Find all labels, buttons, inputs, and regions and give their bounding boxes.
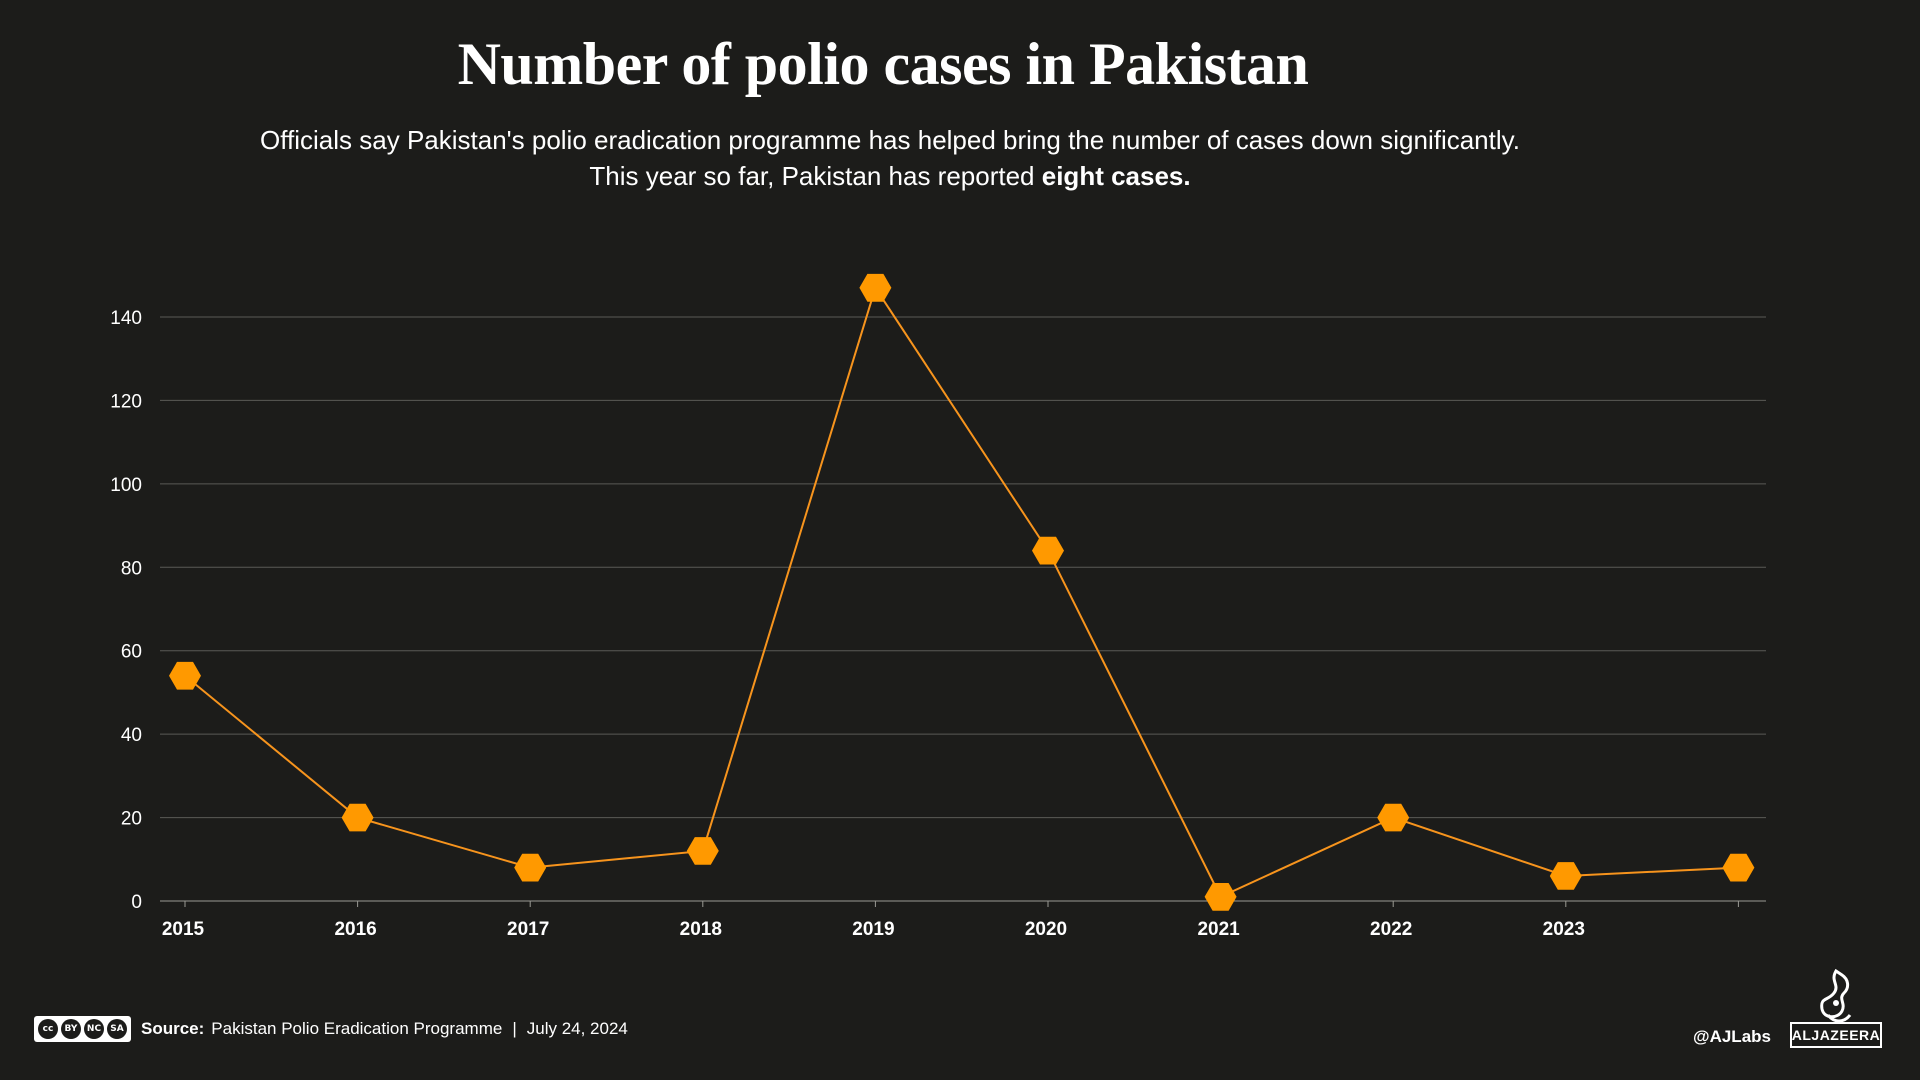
data-point-marker [1377,803,1410,832]
data-point-marker [1722,853,1755,882]
data-point-marker [1549,862,1582,890]
data-point-marker [859,273,892,302]
sa-icon: SA [107,1019,127,1039]
creative-commons-license-icon[interactable]: cc BY NC SA [34,1016,131,1042]
data-point-marker [686,837,719,865]
y-tick-label: 80 [121,558,142,579]
x-tick-label: 2017 [507,919,549,940]
subtitle-line-2-prefix: This year so far, Pakistan has reported [589,161,1035,191]
source-label: Source: [141,1019,205,1038]
data-point-marker [514,853,547,882]
al-jazeera-calligraphy-icon [1820,968,1852,1023]
y-tick-label: 60 [121,642,142,663]
subtitle-line-2: This year so far, Pakistan has reported … [0,158,1780,194]
x-axis: 2015 2016 2017 2018 2019 2020 2021 2022 2023 [162,901,1739,940]
al-jazeera-logo[interactable]: ALJAZEERA [1790,1022,1882,1048]
source-date: July 24, 2024 [526,1019,628,1038]
nc-icon: NC [84,1019,104,1039]
data-point-marker [341,803,374,832]
subtitle-highlight: eight cases. [1041,161,1191,191]
y-tick-label: 40 [121,725,142,746]
data-point-marker [1032,536,1064,565]
data-point-marker [1204,883,1237,911]
y-tick-label: 140 [110,308,142,329]
x-tick-label: 2022 [1370,919,1412,940]
x-tick-label: 2019 [852,919,894,940]
source-text: Pakistan Polio Eradication Programme [211,1019,503,1038]
data-markers [169,273,1755,911]
subtitle-line-1: Officials say Pakistan's polio eradicati… [260,125,1520,155]
y-tick-label: 0 [131,892,142,913]
x-tick-label: 2023 [1543,919,1585,940]
x-tick-label: 2021 [1197,919,1240,940]
y-tick-label: 100 [110,475,142,496]
x-tick-label: 2020 [1025,919,1067,940]
x-tick-label: 2018 [680,919,722,940]
cc-icon: cc [38,1019,58,1039]
y-tick-label: 20 [121,809,142,830]
data-point-marker [169,661,201,690]
social-handle[interactable]: @AJLabs [1693,1027,1771,1046]
x-tick-label: 2016 [334,919,376,940]
by-icon: BY [61,1019,81,1039]
series-polyline [184,285,1739,899]
series-line [184,285,1739,899]
footer-separator: | [512,1019,517,1038]
x-tick-label: 2015 [162,919,205,940]
y-tick-label: 120 [110,391,142,412]
gridlines: 0 20 40 60 80 100 120 140 [110,308,1766,913]
chart-title: Number of polio cases in Pakistan [457,31,1309,97]
chart-subtitle: Officials say Pakistan's polio eradicati… [0,122,1780,194]
footer: cc BY NC SA Source: Pakistan Polio Eradi… [34,1012,628,1046]
